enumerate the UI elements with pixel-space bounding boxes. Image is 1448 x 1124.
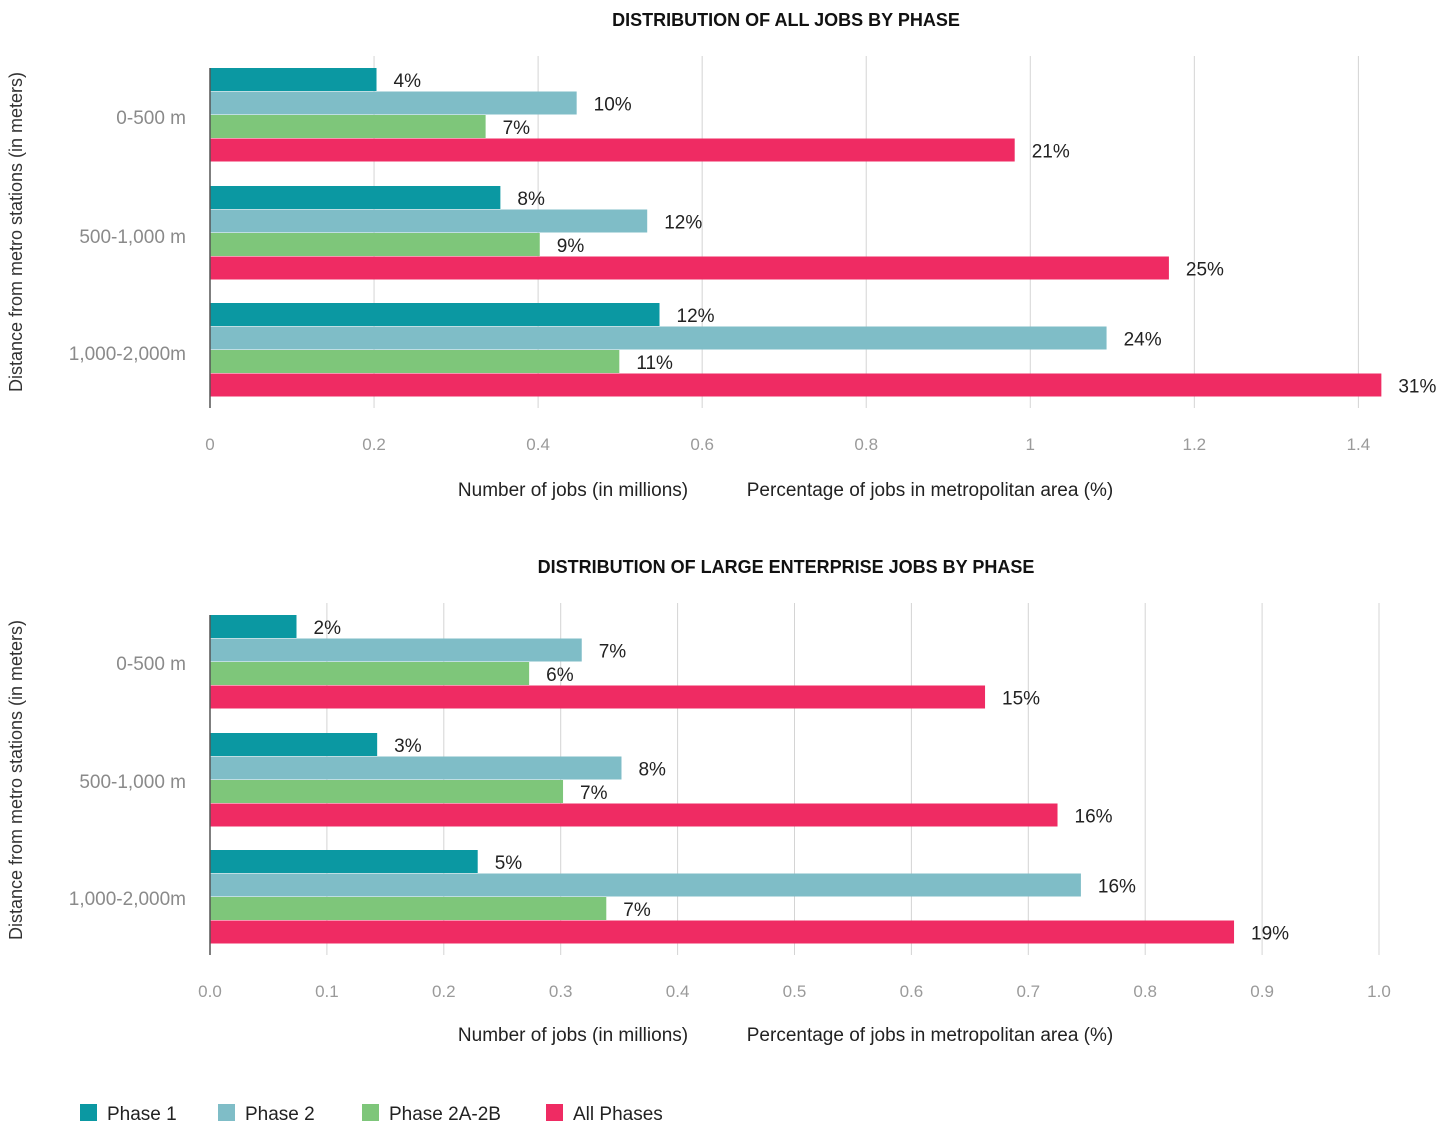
legend-swatch: [546, 1104, 563, 1121]
charts: 0 0.2 0.4 0.6 0.8 1 1.2 1.4 DISTRIBUTION OF ALL …: [6, 10, 1436, 1046]
x-tick-label: 0: [205, 435, 214, 454]
bar: [210, 756, 622, 780]
data-label: 25%: [1186, 259, 1224, 280]
x-axis-label-count: Number of jobs (in millions): [458, 1025, 688, 1046]
bar: [210, 233, 540, 256]
chart-title: DISTRIBUTION OF LARGE ENTERPRISE JOBS BY…: [538, 557, 1035, 577]
data-label: 7%: [623, 900, 651, 921]
x-tick-label: 0.0: [198, 982, 222, 1001]
legend-swatch: [218, 1104, 235, 1121]
legend-swatch: [80, 1104, 97, 1121]
legend-label: Phase 2: [245, 1104, 315, 1124]
x-tick-label: 0.9: [1250, 982, 1274, 1001]
data-label: 8%: [517, 189, 545, 210]
chart-panel: 0 0.2 0.4 0.6 0.8 1 1.2 1.4 DISTRIBUTION OF ALL …: [6, 10, 1436, 501]
legend-item: All Phases: [546, 1104, 663, 1124]
bar: [210, 780, 564, 803]
data-label: 31%: [1398, 376, 1436, 397]
y-axis-label: Distance from metro stations (in meters): [6, 72, 26, 392]
x-axis-label-percentage: Percentage of jobs in metropolitan area …: [747, 480, 1113, 501]
legend-label: All Phases: [573, 1104, 663, 1124]
y-axis-label: Distance from metro stations (in meters): [6, 620, 26, 940]
chart-title: DISTRIBUTION OF ALL JOBS BY PHASE: [612, 10, 960, 30]
x-tick-label: 0.6: [690, 435, 714, 454]
x-tick-label: 0.8: [1133, 982, 1157, 1001]
bar: [210, 256, 1169, 280]
data-label: 5%: [495, 853, 523, 874]
data-label: 9%: [557, 236, 585, 257]
category-label: 1,000-2,000m: [69, 344, 186, 365]
data-label: 12%: [677, 306, 715, 327]
x-tick-label: 0.4: [526, 435, 550, 454]
bar: [210, 373, 1382, 397]
bar: [210, 803, 1058, 827]
data-label: 15%: [1002, 688, 1040, 709]
bar: [210, 638, 582, 662]
legend-item: Phase 1: [80, 1104, 177, 1124]
data-label: 16%: [1098, 876, 1136, 897]
x-tick-label: 0.5: [783, 982, 807, 1001]
x-axis-label-percentage: Percentage of jobs in metropolitan area …: [747, 1025, 1113, 1046]
data-label: 10%: [594, 94, 632, 115]
bar: [210, 138, 1015, 162]
x-tick-label: 0.8: [854, 435, 878, 454]
bar: [210, 873, 1081, 897]
data-label: 2%: [314, 618, 342, 639]
data-label: 8%: [638, 759, 666, 780]
x-tick-label: 0.6: [900, 982, 924, 1001]
x-axis-label-count: Number of jobs (in millions): [458, 480, 688, 501]
data-label: 3%: [394, 736, 422, 757]
category-label: 500-1,000 m: [79, 772, 186, 793]
bar: [210, 350, 620, 373]
data-label: 7%: [580, 783, 608, 804]
bar: [210, 91, 577, 115]
bar: [210, 733, 378, 756]
bar: [210, 209, 648, 233]
x-tick-label: 0.2: [432, 982, 456, 1001]
x-tick-label: 1.0: [1367, 982, 1391, 1001]
x-tick-label: 1.4: [1347, 435, 1371, 454]
data-label: 6%: [546, 665, 574, 686]
data-label: 7%: [503, 118, 531, 139]
data-label: 21%: [1032, 141, 1070, 162]
x-tick-label: 0.3: [549, 982, 573, 1001]
data-label: 24%: [1124, 329, 1162, 350]
category-label: 0-500 m: [116, 108, 186, 129]
bar: [210, 662, 530, 685]
category-label: 1,000-2,000m: [69, 889, 186, 910]
bar: [210, 685, 986, 709]
bar: [210, 897, 607, 920]
data-label: 19%: [1251, 923, 1289, 944]
x-tick-label: 0.4: [666, 982, 690, 1001]
bar: [210, 186, 501, 209]
bar: [210, 920, 1235, 944]
bar: [210, 850, 478, 873]
x-tick-label: 1: [1026, 435, 1035, 454]
data-label: 4%: [394, 71, 422, 92]
legend-swatch: [362, 1104, 379, 1121]
legend-item: Phase 2A-2B: [362, 1104, 501, 1124]
legend-label: Phase 1: [107, 1104, 177, 1124]
bar: [210, 115, 486, 138]
data-label: 11%: [636, 353, 673, 374]
data-label: 12%: [664, 212, 702, 233]
chart-panel: 0.0 0.1 0.2 0.3 0.4 0.5 0.6 0.7 0.8 0.9 1.0 DISTRIB…: [6, 557, 1391, 1046]
category-label: 500-1,000 m: [79, 227, 186, 248]
category-label: 0-500 m: [116, 654, 186, 675]
bar: [210, 68, 377, 91]
legend: Phase 1 Phase 2 Phase 2A-2B All Phases: [80, 1104, 663, 1124]
bar: [210, 303, 660, 326]
x-tick-label: 0.1: [315, 982, 339, 1001]
x-tick-label: 1.2: [1183, 435, 1207, 454]
legend-item: Phase 2: [218, 1104, 315, 1124]
x-tick-label: 0.7: [1016, 982, 1040, 1001]
bar: [210, 615, 297, 638]
bar: [210, 326, 1107, 350]
legend-label: Phase 2A-2B: [389, 1104, 501, 1124]
x-tick-label: 0.2: [362, 435, 386, 454]
data-label: 7%: [599, 641, 627, 662]
data-label: 16%: [1075, 806, 1113, 827]
